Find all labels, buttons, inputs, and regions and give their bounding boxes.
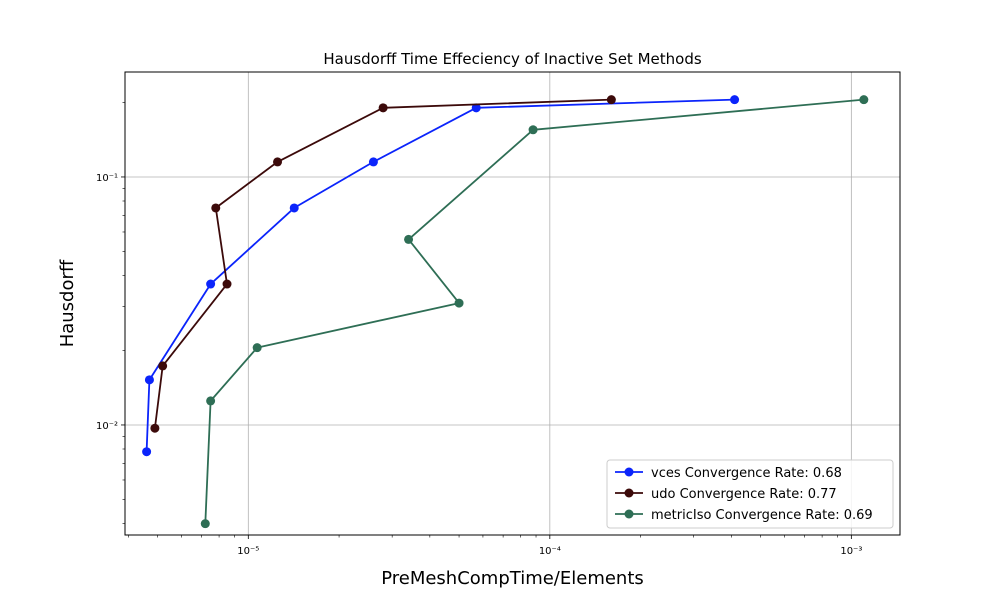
x-tick-label: 10⁻³ [840, 546, 862, 557]
data-point [150, 423, 160, 433]
data-point [142, 447, 152, 457]
data-point [528, 125, 538, 135]
data-point [859, 95, 869, 105]
data-point [144, 375, 154, 385]
x-axis-label: PreMeshCompTime/Elements [381, 568, 644, 589]
ticks: 10⁻⁵ 10⁻⁴ 10⁻³ 10⁻² 10⁻¹ [96, 102, 862, 557]
legend-label: vces Convergence Rate: 0.68 [651, 466, 842, 481]
data-point [378, 103, 388, 113]
data-point [606, 95, 616, 105]
data-point [222, 279, 232, 289]
y-axis-label: Hausdorff [57, 259, 78, 347]
y-tick-label: 10⁻² [96, 421, 118, 432]
data-point [368, 157, 378, 167]
legend-label: udo Convergence Rate: 0.77 [651, 487, 837, 502]
y-tick-label: 10⁻¹ [96, 173, 118, 184]
legend-box [606, 459, 894, 529]
data-point [206, 279, 216, 289]
data-point [211, 203, 221, 213]
plot-frame [124, 71, 901, 536]
data-point [730, 95, 740, 105]
data-point [200, 519, 210, 529]
data-point [454, 298, 464, 308]
chart-title: Hausdorff Time Effeciency of Inactive Se… [323, 50, 701, 68]
legend: vces Convergence Rate: 0.68 udo Convergen… [606, 459, 894, 529]
series-2 [200, 95, 869, 529]
data-point [158, 361, 168, 371]
data-point [252, 343, 262, 353]
data-point [206, 396, 216, 406]
legend-marker [624, 467, 634, 477]
series-1 [150, 95, 616, 433]
data-point [289, 203, 299, 213]
grid [125, 72, 900, 535]
legend-marker [624, 488, 634, 498]
legend-item: metricIso Convergence Rate: 0.69 [615, 508, 873, 523]
legend-item: vces Convergence Rate: 0.68 [615, 466, 842, 481]
legend-label: metricIso Convergence Rate: 0.69 [651, 508, 873, 523]
legend-marker [624, 509, 634, 519]
series-0 [142, 95, 740, 457]
legend-item: udo Convergence Rate: 0.77 [615, 487, 837, 502]
data-point [404, 234, 414, 244]
x-tick-label: 10⁻⁴ [539, 546, 561, 557]
data-point [471, 103, 481, 113]
x-tick-label: 10⁻⁵ [237, 546, 259, 557]
series-layer [142, 95, 869, 529]
data-point [273, 157, 283, 167]
